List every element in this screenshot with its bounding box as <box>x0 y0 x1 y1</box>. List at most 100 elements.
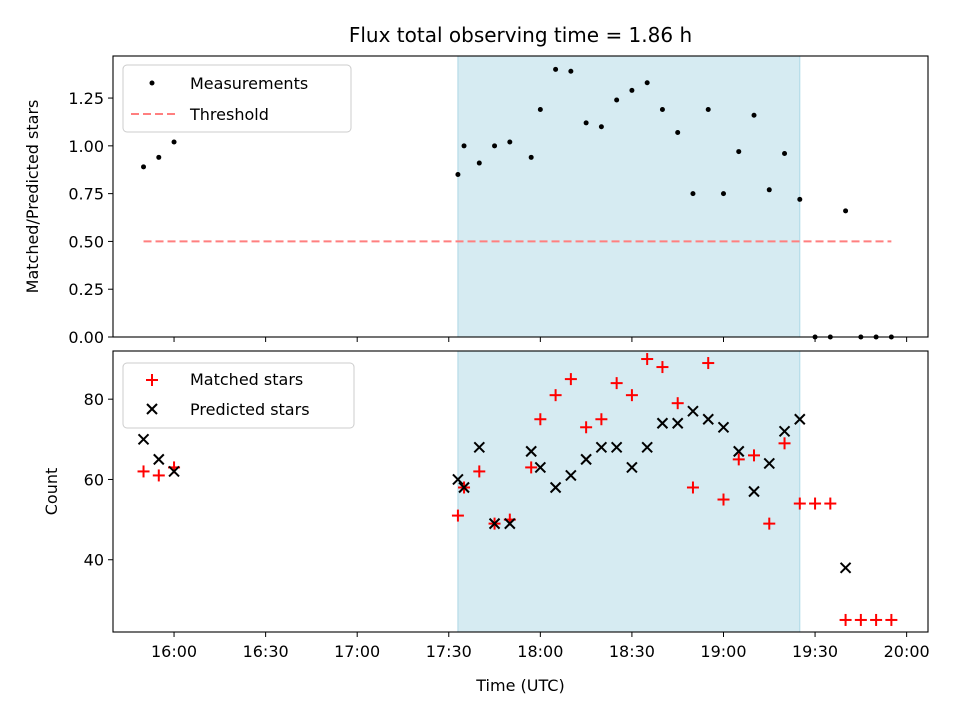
measurement-point <box>644 80 650 86</box>
bottom-legend-box <box>122 362 355 429</box>
legend-matched-marker <box>146 374 158 386</box>
top-y-tick-label: 0.50 <box>68 232 104 251</box>
x-tick-label: 18:00 <box>517 642 563 661</box>
legend-threshold-label: Threshold <box>189 105 269 124</box>
predicted-star-point <box>504 517 516 530</box>
predicted-star-point <box>687 405 699 417</box>
top-y-tick-label: 1.25 <box>68 89 104 108</box>
predicted-star-point <box>610 441 623 454</box>
top-y-tick-label: 0.75 <box>68 185 104 204</box>
x-tick-label: 18:30 <box>609 642 655 661</box>
predicted-star-point <box>717 421 730 433</box>
bottom-panel: 40 60 80 16:00 16:30 17:00 17:30 18:00 18:30 19:… <box>42 350 930 695</box>
matched-star-point <box>564 373 577 386</box>
predicted-star-point <box>671 417 684 429</box>
measurement-point <box>705 107 711 113</box>
matched-star-point <box>525 461 538 474</box>
matched-star-point <box>824 497 837 510</box>
matched-star-point <box>778 437 791 450</box>
measurement-point <box>492 143 498 149</box>
x-tick-label: 16:00 <box>151 642 197 661</box>
predicted-star-point <box>458 481 470 494</box>
measurement-point <box>455 172 461 178</box>
bottom-y-axis-label: Count <box>42 468 61 516</box>
predicted-star-point <box>580 453 592 466</box>
matched-star-point <box>671 397 684 410</box>
measurement-point <box>553 66 559 72</box>
measurement-point <box>537 107 543 113</box>
top-x-ticks <box>173 337 908 342</box>
predicted-star-point <box>473 441 485 454</box>
measurement-point <box>690 191 696 197</box>
legend-predicted-marker <box>146 403 158 415</box>
matched-star-point <box>885 613 898 626</box>
measurement-point <box>675 129 681 135</box>
predicted-stars-series <box>137 405 852 574</box>
legend-matched-label: Matched stars <box>190 370 303 389</box>
bottom-x-axis: 16:00 16:30 17:00 17:30 18:00 18:30 19:00 19:30… <box>151 632 930 661</box>
predicted-star-point <box>565 469 577 482</box>
predicted-star-point <box>168 465 180 478</box>
x-tick-label: 17:00 <box>334 642 380 661</box>
chart-title: Flux total observing time = 1.86 h <box>349 23 692 47</box>
predicted-star-point <box>549 481 562 494</box>
measurement-point <box>528 154 534 160</box>
measurement-point <box>797 196 803 202</box>
matched-star-point <box>717 493 730 506</box>
measurement-point <box>476 160 482 166</box>
x-tick-label: 17:30 <box>426 642 472 661</box>
measurement-point <box>171 139 177 145</box>
top-y-tick-label: 0.00 <box>68 328 104 347</box>
measurement-point <box>156 154 162 160</box>
bottom-y-tick-label: 80 <box>84 390 104 409</box>
matched-stars-series <box>137 353 898 626</box>
legend-measurements-marker <box>149 80 155 86</box>
x-tick-label: 19:00 <box>700 642 746 661</box>
top-legend: Measurements Threshold <box>122 64 352 133</box>
top-y-tick-label: 0.25 <box>68 280 104 299</box>
x-tick-label: 19:30 <box>792 642 838 661</box>
matched-star-point <box>702 357 715 370</box>
predicted-star-point <box>748 485 760 498</box>
predicted-star-point <box>534 461 547 474</box>
predicted-star-point <box>733 445 745 458</box>
predicted-star-point <box>656 417 669 429</box>
x-tick-label: 16:30 <box>243 642 289 661</box>
measurement-point <box>782 150 788 156</box>
bottom-y-axis: 40 60 80 <box>84 390 113 570</box>
matched-star-point <box>793 497 806 510</box>
matched-star-point <box>534 413 547 426</box>
measurement-point <box>720 191 726 197</box>
matched-star-point <box>809 497 822 510</box>
measurement-point <box>568 68 574 74</box>
measurement-point <box>141 164 147 170</box>
measurement-point <box>614 97 620 103</box>
matched-star-point <box>473 465 486 478</box>
predicted-star-point <box>794 413 806 425</box>
predicted-star-point <box>641 441 653 454</box>
matched-star-point <box>549 389 562 402</box>
measurement-point <box>766 187 772 193</box>
matched-star-point <box>656 361 669 374</box>
measurement-point <box>507 139 513 145</box>
predicted-star-point <box>137 433 150 446</box>
predicted-star-point <box>452 473 464 486</box>
matched-star-point <box>686 481 699 494</box>
top-panel: 0.00 0.25 0.50 0.75 1.00 1.25 Matched/Predict… <box>23 55 929 347</box>
predicted-star-point <box>595 441 608 454</box>
matched-star-point <box>763 517 776 530</box>
predicted-star-point <box>839 562 852 574</box>
top-legend-box <box>122 64 352 133</box>
matched-star-point <box>137 465 150 478</box>
legend-measurements-label: Measurements <box>190 74 308 93</box>
legend-predicted-label: Predicted stars <box>190 400 310 419</box>
matched-star-point <box>610 377 623 390</box>
predicted-star-point <box>626 461 638 474</box>
bottom-x-axis-label: Time (UTC) <box>475 676 564 695</box>
matched-star-point <box>839 613 852 626</box>
measurement-point <box>598 124 604 130</box>
matched-star-point <box>595 413 608 426</box>
matched-star-point <box>641 353 654 366</box>
top-y-tick-label: 1.00 <box>68 137 104 156</box>
